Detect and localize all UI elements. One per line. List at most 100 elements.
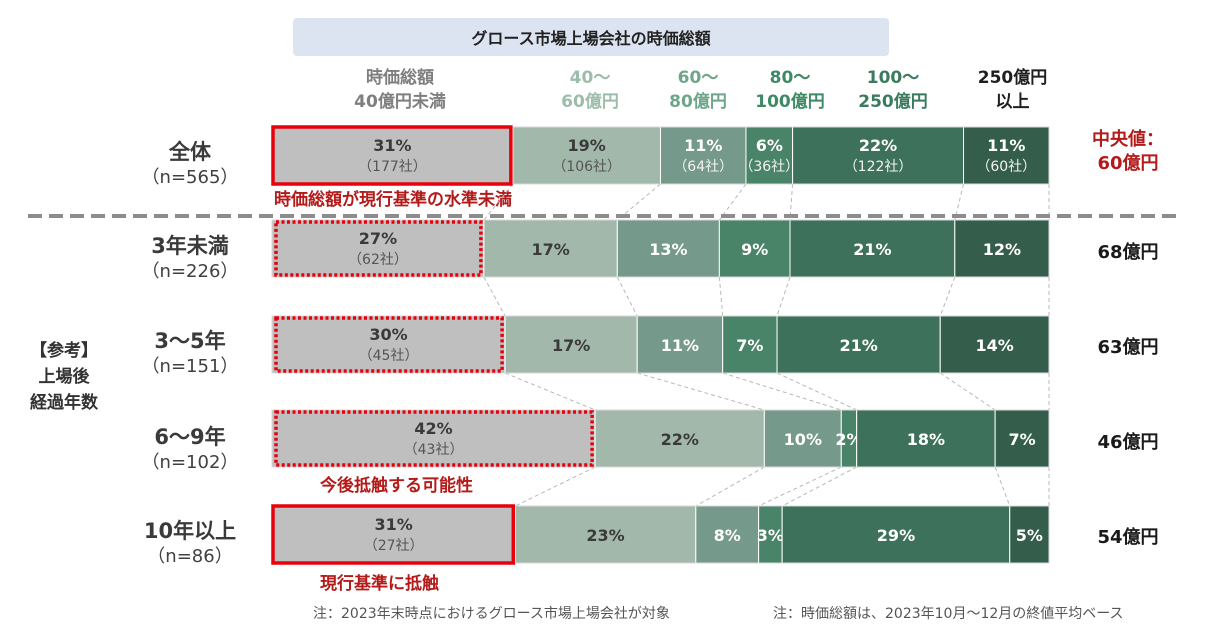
bar-label-under-3y-seg-3: 13% (649, 240, 687, 259)
annotation-below-threshold: 時価総額が現行基準の水準未満 (274, 190, 512, 210)
bin-header-4-line2: 100億円 (755, 92, 825, 112)
bar-count-10y-plus-seg-1: （27社） (364, 538, 424, 554)
highlight-box-3-5y (274, 316, 504, 373)
row-label-3-5y-text: 3～5年 (154, 329, 226, 353)
bar-10y-plus-seg-5 (781, 505, 1011, 564)
bar-overall-seg-6 (963, 126, 1050, 185)
connector-line (637, 372, 765, 411)
bin-header-3: 60～ 80億円 (650, 66, 746, 114)
bar-label-6-9y-seg-1: 42% (414, 419, 452, 438)
bin-header-4: 80～ 100億円 (740, 66, 840, 114)
bar-label-6-9y-seg-5: 18% (907, 430, 945, 449)
connector-line (515, 466, 596, 507)
row-label-under-3y-text: 3年未満 (151, 234, 229, 258)
row-label-overall: 全体 （n=565） (135, 139, 245, 191)
bar-10y-plus-seg-1 (271, 505, 516, 564)
bin-header-6-line2: 以上 (995, 92, 1030, 112)
bar-label-3-5y-seg-3: 11% (661, 336, 699, 355)
row-label-6-9y-n: （n=102） (141, 452, 239, 473)
bar-overall-seg-1 (271, 126, 514, 185)
bar-label-under-3y-seg-6: 12% (983, 240, 1021, 259)
bin-header-5-line1: 100～ (866, 68, 920, 88)
bar-count-overall-seg-6: （60社） (976, 159, 1036, 175)
bar-label-3-5y-seg-1: 30% (369, 325, 407, 344)
connector-line (616, 276, 638, 317)
highlight-box-under-3y (274, 220, 483, 277)
bin-header-1-line1: 時価総額 (366, 68, 434, 88)
bar-count-overall-seg-2: （106社） (552, 159, 621, 175)
bin-header-5: 100～ 250億円 (838, 66, 948, 114)
connector-line (939, 276, 956, 317)
median-header: 中央値： 60億円 (1068, 128, 1188, 176)
bar-count-overall-seg-5: （122社） (844, 159, 913, 175)
bar-label-10y-plus-seg-5: 29% (877, 526, 915, 545)
bin-header-2: 40～ 60億円 (540, 66, 640, 114)
connector-line (483, 276, 506, 317)
median-under-3y: 68億円 (1097, 242, 1159, 263)
bin-header-5-line2: 250億円 (858, 92, 928, 112)
bar-label-under-3y-seg-5: 21% (853, 240, 891, 259)
bin-header-2-line1: 40～ (569, 68, 611, 88)
row-label-6-9y-text: 6～9年 (154, 425, 226, 449)
connector-line (758, 466, 842, 507)
bar-count-under-3y-seg-1: （62社） (348, 252, 408, 268)
reference-label: 【参考】 上場後 経過年数 (18, 338, 110, 416)
bar-label-3-5y-seg-4: 7% (736, 336, 763, 355)
bar-label-overall-seg-1: 31% (373, 136, 411, 155)
reference-label-line2: 上場後 (38, 367, 90, 387)
bar-label-overall-seg-5: 22% (859, 136, 897, 155)
reference-label-line3: 経過年数 (30, 393, 98, 413)
bar-label-10y-plus-seg-4: 3% (757, 526, 784, 545)
row-label-10y-plus: 10年以上 （n=86） (135, 518, 245, 570)
row-label-under-3y: 3年未満 （n=226） (135, 233, 245, 285)
bin-header-6-line1: 250億円 (977, 68, 1048, 88)
bar-outline-under-3y (271, 219, 1050, 278)
bar-under-3y-seg-5 (789, 219, 956, 278)
bar-label-6-9y-seg-3: 10% (784, 430, 822, 449)
bar-under-3y-seg-6 (954, 219, 1050, 278)
median-header-line2: 60億円 (1097, 153, 1159, 174)
bar-label-3-5y-seg-5: 21% (839, 336, 877, 355)
bar-label-under-3y-seg-2: 17% (531, 240, 569, 259)
bin-header-3-line1: 60～ (677, 68, 719, 88)
bar-label-10y-plus-seg-6: 5% (1016, 526, 1043, 545)
bar-label-overall-seg-6: 11% (987, 136, 1025, 155)
bar-overall-seg-3 (660, 126, 747, 185)
median-6-9y: 46億円 (1097, 432, 1159, 453)
footnote-scope: 注：2023年末時点におけるグロース市場上場会社が対象 (313, 606, 670, 622)
bar-3-5y-seg-5 (776, 315, 941, 374)
connector-line (939, 372, 996, 411)
bar-under-3y-seg-2 (483, 219, 618, 278)
highlight-box-10y-plus (271, 504, 516, 565)
highlight-box-overall (271, 125, 513, 186)
bar-label-6-9y-seg-4: 2% (835, 430, 862, 449)
bar-count-6-9y-seg-1: （43社） (404, 442, 464, 458)
bar-count-overall-seg-1: （177社） (358, 159, 427, 175)
row-label-under-3y-n: （n=226） (141, 261, 239, 282)
connector-line (994, 466, 1011, 507)
bar-3-5y-seg-1 (271, 315, 506, 374)
connector-line (722, 372, 842, 411)
bar-label-10y-plus-seg-1: 31% (375, 515, 413, 534)
bar-6-9y-seg-3 (763, 409, 842, 468)
bar-label-10y-plus-seg-2: 23% (586, 526, 624, 545)
bar-label-3-5y-seg-2: 17% (552, 336, 590, 355)
bar-under-3y-seg-4 (718, 219, 791, 278)
bin-header-3-line2: 80億円 (669, 92, 727, 112)
highlight-box-6-9y (274, 410, 594, 467)
annotation-breaches: 現行基準に抵触 (320, 574, 439, 594)
bar-count-overall-seg-4: （36社） (739, 159, 799, 175)
bar-overall-seg-2 (512, 126, 661, 185)
chart-title: グロース市場上場会社の時価総額 (293, 18, 889, 56)
row-label-6-9y: 6～9年 （n=102） (135, 424, 245, 476)
median-3-5y: 63億円 (1097, 337, 1159, 358)
bar-label-overall-seg-4: 6% (756, 136, 783, 155)
reference-label-line1: 【参考】 (30, 341, 98, 361)
bar-outline-3-5y (271, 315, 1050, 374)
bar-overall-seg-5 (792, 126, 965, 185)
bar-label-3-5y-seg-6: 14% (975, 336, 1013, 355)
bar-label-under-3y-seg-4: 9% (741, 240, 768, 259)
bar-label-overall-seg-3: 11% (684, 136, 722, 155)
connector-line (781, 466, 857, 507)
